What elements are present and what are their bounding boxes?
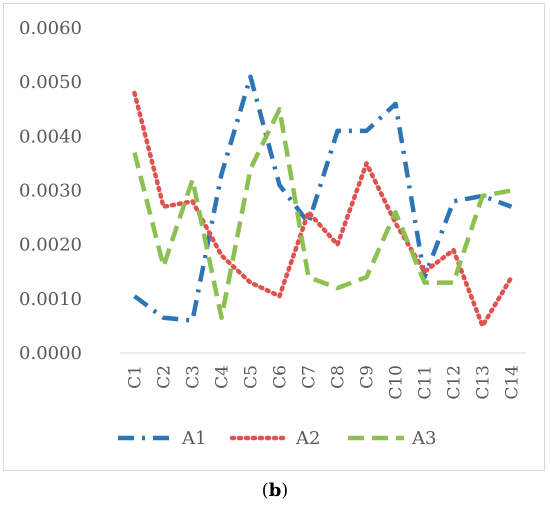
x-tick-label: C12	[445, 365, 465, 400]
series-line-a2	[132, 90, 514, 329]
x-tick-label: C3	[184, 365, 204, 389]
x-tick-label: C1	[126, 365, 146, 389]
legend-label-a2: A2	[295, 428, 320, 449]
series-line-a3	[132, 107, 512, 321]
x-tick-label: C8	[329, 365, 349, 389]
x-tick-label: C11	[416, 365, 436, 400]
x-tick-label: C14	[503, 365, 523, 400]
legend-label-a1: A1	[181, 428, 206, 449]
y-axis-ticks: 0.0000 0.0010 0.0020 0.0030 0.0040 0.0050 0.00…	[19, 18, 82, 364]
x-tick-label: C4	[213, 365, 233, 389]
series-layer	[132, 74, 514, 329]
y-tick-label: 0.0000	[19, 343, 82, 364]
x-tick-label: C7	[300, 365, 320, 389]
y-tick-label: 0.0030	[19, 181, 82, 202]
x-tick-label: C5	[242, 365, 262, 389]
x-tick-label: C13	[474, 365, 494, 400]
y-tick-label: 0.0020	[19, 235, 82, 256]
x-tick-label: C2	[155, 365, 175, 389]
chart-frame	[3, 3, 545, 471]
figure-caption: (b)	[0, 480, 550, 501]
caption-label: b	[268, 480, 282, 501]
y-tick-label: 0.0060	[19, 18, 82, 39]
y-tick-label: 0.0010	[19, 289, 82, 310]
x-tick-label: C6	[271, 365, 291, 389]
x-axis-ticks: C1 C2 C3 C4 C5 C6 C7 C8 C9 C10 C11 C12 C13 C14	[126, 365, 523, 400]
y-tick-label: 0.0050	[19, 72, 82, 93]
legend-label-a3: A3	[411, 428, 436, 449]
x-tick-label: C9	[358, 365, 378, 389]
series-line-a1	[133, 74, 513, 323]
caption-close: )	[281, 480, 289, 501]
legend: A1 A2 A3	[118, 428, 436, 449]
caption-open: (	[261, 480, 269, 501]
x-tick-label: C10	[387, 365, 407, 400]
y-tick-label: 0.0040	[19, 126, 82, 147]
